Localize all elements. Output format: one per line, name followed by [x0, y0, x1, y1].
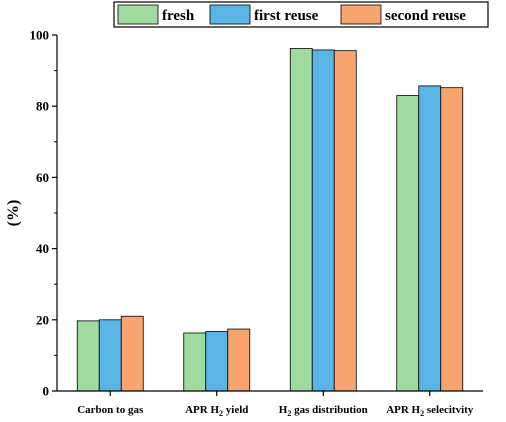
y-tick-label: 20: [36, 312, 49, 327]
legend-label: first reuse: [254, 8, 319, 24]
y-tick-label: 80: [36, 99, 49, 114]
y-tick-label: 60: [36, 170, 49, 185]
bar-second-reuse-0: [120, 315, 144, 392]
legend: fresh first reuse second reuse: [113, 1, 489, 28]
legend-box: [113, 1, 489, 28]
legend-swatch: [117, 4, 159, 25]
bar-fresh-0: [76, 320, 100, 392]
legend-swatch: [340, 4, 382, 25]
y-axis-title: (%): [5, 200, 22, 227]
legend-swatch: [209, 4, 251, 25]
bars-layer: [76, 48, 464, 392]
x-category-label: Carbon to gas: [77, 404, 144, 416]
bar-second-reuse-2: [333, 50, 357, 392]
y-tick-label: 100: [30, 28, 50, 43]
bar-second-reuse-1: [227, 328, 251, 392]
x-category-label: APR H2 selecitvity: [386, 404, 474, 418]
legend-label: fresh: [162, 8, 195, 24]
bar-fresh-2: [289, 48, 313, 392]
legend-label: second reuse: [385, 8, 466, 24]
bar-first-reuse-2: [311, 49, 335, 392]
bar-first-reuse-3: [418, 85, 442, 392]
axes-layer: 0 20 40 60 80 100 Carbon to gas APR H2 yield H2 …: [30, 28, 483, 418]
x-category-label: APR H2 yield: [185, 404, 248, 418]
bar-first-reuse-0: [98, 319, 122, 392]
bar-first-reuse-1: [205, 331, 229, 392]
x-category-label: H2 gas distribution: [279, 404, 368, 418]
bar-fresh-1: [183, 332, 207, 392]
y-tick-label: 40: [36, 241, 49, 256]
y-tick-label: 0: [43, 384, 50, 399]
bar-second-reuse-3: [440, 87, 464, 392]
bar-fresh-3: [396, 95, 420, 392]
